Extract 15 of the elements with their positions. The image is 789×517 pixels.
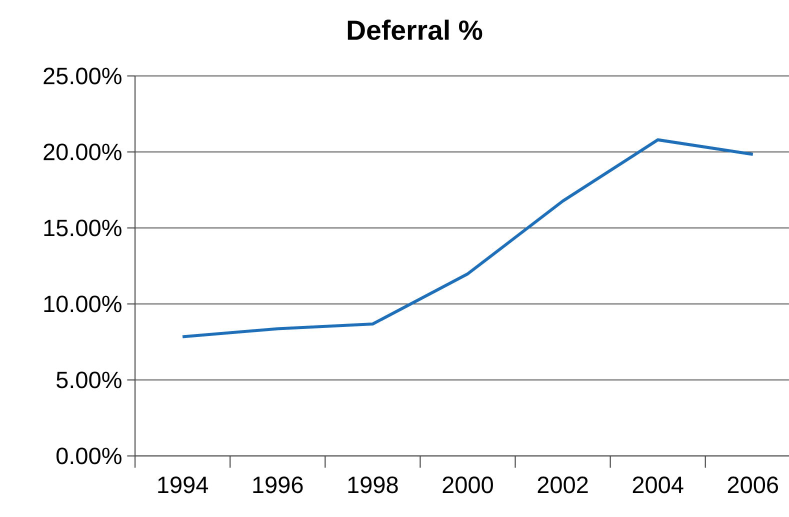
y-tick-label: 20.00%	[44, 144, 122, 160]
x-tick-label: 2000	[442, 476, 493, 494]
x-tick-label: 2006	[728, 476, 778, 494]
x-tick-label: 1994	[158, 476, 208, 494]
y-tick-label: 0.00%	[56, 448, 122, 464]
y-tick-label: 15.00%	[44, 220, 122, 236]
y-tick-label: 10.00%	[44, 296, 122, 312]
x-tick-label: 1998	[348, 476, 398, 494]
x-tick-label: 2004	[632, 476, 684, 494]
x-tick-label: 1996	[253, 476, 303, 494]
y-tick-label: 5.00%	[56, 372, 122, 388]
x-tick-label: 2002	[538, 476, 588, 494]
line-series	[181, 138, 754, 338]
y-tick-label: 25.00%	[44, 68, 122, 84]
chart-title: Deferral %	[348, 20, 482, 40]
